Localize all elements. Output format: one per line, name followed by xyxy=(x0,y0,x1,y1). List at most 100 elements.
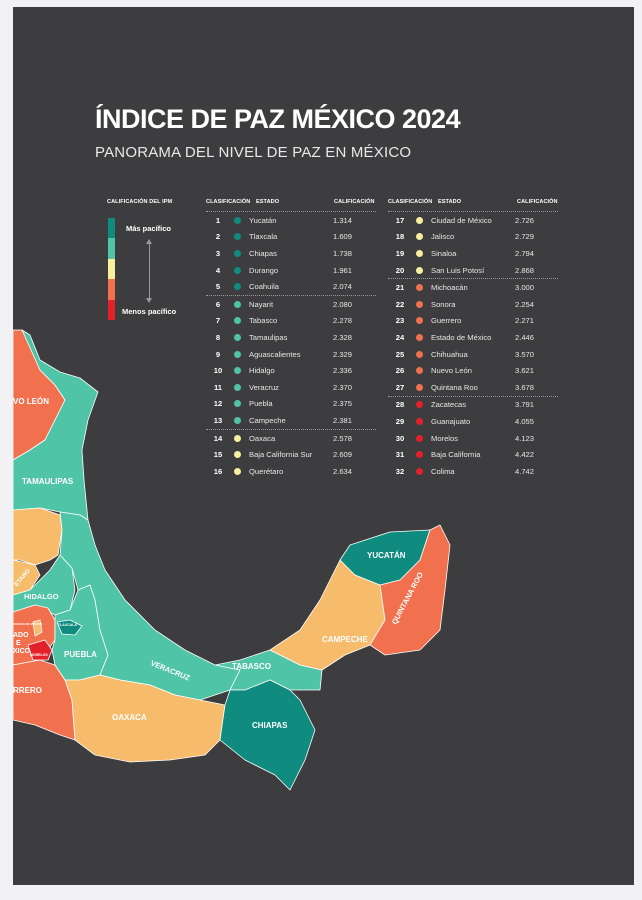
score-value: 2.375 xyxy=(333,399,353,409)
rank-value: 19 xyxy=(395,248,405,258)
legend-swatch-2 xyxy=(108,238,115,259)
table-row: 19 Sinaloa 2.794 xyxy=(388,245,558,262)
score-value: 3.000 xyxy=(515,283,535,293)
table-row: 31 Baja California 4.422 xyxy=(388,446,558,463)
legend-bottom-label: Menos pacífico xyxy=(122,307,177,316)
rank-value: 31 xyxy=(395,450,405,460)
category-dot-icon xyxy=(416,317,423,325)
state-name: Colima xyxy=(431,466,455,476)
category-dot-icon xyxy=(234,367,241,375)
table-row: 21 Michoacán 3.000 xyxy=(388,278,558,296)
state-name: Baja California xyxy=(431,450,481,460)
col-header-rank-2: CLASIFICACIÓN xyxy=(388,199,433,205)
table-row: 23 Guerrero 2.271 xyxy=(388,313,558,330)
rank-value: 15 xyxy=(213,450,223,460)
state-name: Sinaloa xyxy=(431,248,457,258)
map-label-yucatan: YUCATÁN xyxy=(367,551,406,560)
infographic-page: VO LEÓN TAMAULIPAS ETARO HIDALGO CIUDAD … xyxy=(13,7,634,885)
table-row: 4 Durango 1.961 xyxy=(206,262,376,279)
state-name: Jalisco xyxy=(431,232,455,242)
score-value: 2.278 xyxy=(333,316,353,326)
state-name: Baja California Sur xyxy=(249,450,313,460)
rank-value: 14 xyxy=(213,433,223,443)
legend-color-scale xyxy=(108,218,115,320)
category-dot-icon xyxy=(234,216,241,224)
rank-value: 23 xyxy=(395,316,405,326)
score-value: 2.328 xyxy=(333,332,353,342)
legend-double-arrow-icon xyxy=(146,239,152,303)
rank-value: 17 xyxy=(395,215,405,225)
map-label-guerrero: RRERO xyxy=(13,686,42,695)
state-name: Oaxaca xyxy=(249,433,276,443)
score-value: 2.446 xyxy=(515,332,535,342)
rank-value: 22 xyxy=(395,299,405,309)
rank-value: 16 xyxy=(213,466,223,476)
state-name: Nuevo León xyxy=(431,366,472,376)
state-name: Puebla xyxy=(249,399,273,409)
category-dot-icon xyxy=(416,333,423,341)
score-value: 1.609 xyxy=(333,232,353,242)
table-row: 10 Hidalgo 2.336 xyxy=(206,362,376,379)
category-dot-icon xyxy=(416,300,423,308)
category-dot-icon xyxy=(234,416,241,424)
category-dot-icon xyxy=(416,216,423,224)
category-dot-icon xyxy=(416,367,423,375)
score-value: 3.570 xyxy=(515,349,535,359)
map-label-edomex-2: E xyxy=(16,640,21,647)
score-value: 2.254 xyxy=(515,299,535,309)
category-dot-icon xyxy=(416,383,423,391)
category-dot-icon xyxy=(234,266,241,274)
map-label-cdmx: CIUDAD DE MÉXICO xyxy=(13,621,43,626)
rank-value: 28 xyxy=(395,400,405,410)
score-value: 4.123 xyxy=(515,433,535,443)
state-name: Zacatecas xyxy=(431,400,467,410)
table-row: 3 Chiapas 1.738 xyxy=(206,245,376,262)
state-name: Sonora xyxy=(431,299,456,309)
category-dot-icon xyxy=(234,333,241,341)
category-dot-icon xyxy=(234,434,241,442)
state-name: Tabasco xyxy=(249,316,278,326)
table-row: 12 Puebla 2.375 xyxy=(206,396,376,413)
state-name: Chihuahua xyxy=(431,349,468,359)
category-dot-icon xyxy=(416,284,423,292)
state-name: Guanajuato xyxy=(431,416,471,426)
rank-value: 10 xyxy=(213,366,223,376)
map-label-edomex-3: XICO xyxy=(13,648,31,655)
score-value: 3.678 xyxy=(515,382,535,392)
state-name: Veracruz xyxy=(249,382,279,392)
map-label-oaxaca: OAXACA xyxy=(112,713,147,722)
page-title: ÍNDICE DE PAZ MÉXICO 2024 xyxy=(95,104,461,134)
page-subtitle: PANORAMA DEL NIVEL DE PAZ EN MÉXICO xyxy=(95,144,412,161)
table-row: 2 Tlaxcala 1.609 xyxy=(206,229,376,246)
table-row: 1 Yucatán 1.314 xyxy=(206,212,376,229)
map-label-hidalgo: HIDALGO xyxy=(24,592,59,601)
state-name: Querétaro xyxy=(249,466,284,476)
score-value: 4.055 xyxy=(515,416,535,426)
table-row: 26 Nuevo León 3.621 xyxy=(388,362,558,379)
rank-value: 26 xyxy=(395,366,405,376)
category-dot-icon xyxy=(416,467,423,475)
rank-value: 12 xyxy=(213,399,223,409)
rank-value: 24 xyxy=(395,332,405,342)
rank-value: 8 xyxy=(215,332,221,342)
table-row: 5 Coahuila 2.074 xyxy=(206,278,376,295)
state-name: Yucatán xyxy=(249,215,277,225)
state-name: Guerrero xyxy=(431,316,462,326)
map-label-nuevo-leon: VO LEÓN xyxy=(13,397,49,406)
map-region-chiapas xyxy=(219,679,316,791)
score-value: 2.794 xyxy=(515,248,535,258)
legend-swatch-4 xyxy=(108,279,115,300)
rank-value: 25 xyxy=(395,349,405,359)
map-label-chiapas: CHIAPAS xyxy=(252,721,288,730)
table-row: 24 Estado de México 2.446 xyxy=(388,329,558,346)
rank-value: 3 xyxy=(215,248,221,258)
category-dot-icon xyxy=(234,300,241,308)
map-region-tlaxcala xyxy=(56,619,83,636)
table-row: 20 San Luis Potosí 2.868 xyxy=(388,262,558,279)
category-dot-icon xyxy=(234,233,241,241)
score-value: 1.738 xyxy=(333,248,353,258)
state-name: Coahuila xyxy=(249,282,279,292)
state-name: Campeche xyxy=(249,415,286,425)
score-value: 2.271 xyxy=(515,316,535,326)
rank-value: 5 xyxy=(215,282,221,292)
